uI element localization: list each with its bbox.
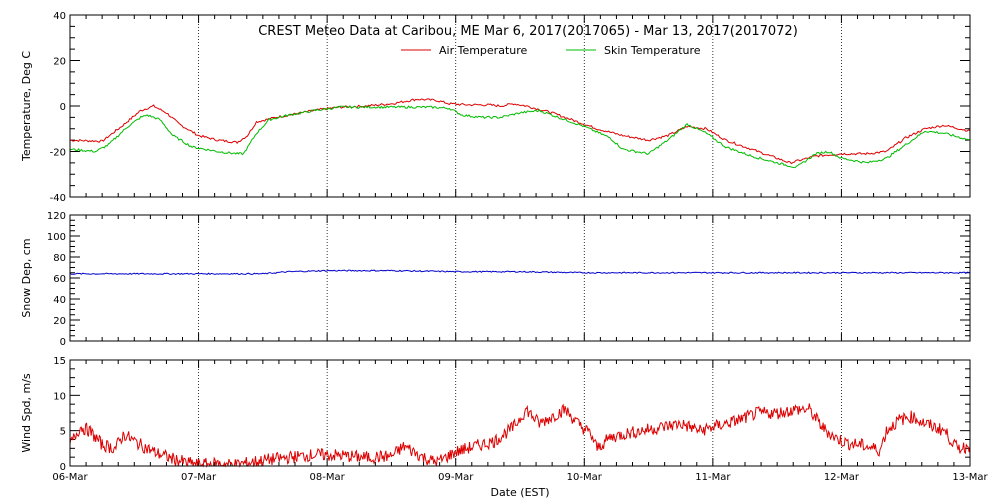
y-tick-label-temperature: 40 (53, 11, 66, 22)
x-tick-label: 09-Mar (438, 472, 474, 483)
chart-panels: -40 -20 0 20 40 Temperature, Deg C 0 20 40 60 80 10… (20, 11, 971, 473)
x-tick-label: 11-Mar (695, 472, 731, 483)
y-tick-label-temperature: -40 (50, 193, 66, 204)
panel-wind: 0 5 10 15 Wind Spd, m/s (20, 356, 971, 473)
y-axis-label-temperature: Temperature, Deg C (20, 51, 33, 162)
series-line-temperature-0 (69, 98, 971, 165)
plot-frame-snow (69, 214, 971, 342)
legend-label: Skin Temperature (604, 44, 701, 57)
legend-label: Air Temperature (439, 44, 528, 57)
y-tick-label-snow: 100 (47, 232, 66, 243)
y-tick-label-wind: 5 (60, 427, 66, 438)
y-axis-label-snow: Snow Dep, cm (20, 238, 33, 317)
x-tick-label: 10-Mar (567, 472, 603, 483)
x-tick-label: 08-Mar (310, 472, 346, 483)
y-tick-label-temperature: 20 (53, 57, 66, 68)
x-tick-label: 07-Mar (181, 472, 217, 483)
y-tick-label-snow: 80 (53, 253, 66, 264)
y-tick-label-snow: 0 (60, 337, 66, 348)
panel-snow: 0 20 40 60 80 100 120 Snow Dep, cm (20, 211, 971, 348)
series-line-snow-0 (69, 269, 971, 276)
x-axis-label: Date (EST) (490, 486, 549, 499)
x-tick-label: 12-Mar (824, 472, 860, 483)
y-tick-label-snow: 20 (53, 316, 66, 327)
panel-temperature: -40 -20 0 20 40 Temperature, Deg C (20, 11, 971, 204)
x-tick-label: 13-Mar (952, 472, 988, 483)
series-line-temperature-1 (70, 105, 971, 169)
y-tick-label-temperature: 0 (60, 102, 66, 113)
chart-title: CREST Meteo Data at Caribou, ME Mar 6, 2… (258, 24, 798, 39)
legend: Air Temperature Skin Temperature (401, 44, 701, 57)
y-tick-label-temperature: -20 (50, 148, 66, 159)
y-tick-label-wind: 0 (60, 462, 66, 473)
y-tick-label-wind: 15 (53, 356, 66, 367)
y-axis-label-wind: Wind Spd, m/s (20, 373, 33, 453)
plot-frame-wind (69, 359, 971, 467)
x-tick-labels: 06-Mar 07-Mar 08-Mar 09-Mar 10-Mar 11-Mar 12-M… (52, 472, 988, 483)
plot-frame-temperature (69, 14, 971, 198)
y-tick-label-snow: 40 (53, 295, 66, 306)
y-tick-label-snow: 60 (53, 274, 66, 285)
y-tick-label-wind: 10 (53, 391, 66, 402)
y-tick-label-snow: 120 (47, 211, 66, 222)
series-line-wind-0 (69, 403, 971, 468)
x-tick-label: 06-Mar (52, 472, 88, 483)
